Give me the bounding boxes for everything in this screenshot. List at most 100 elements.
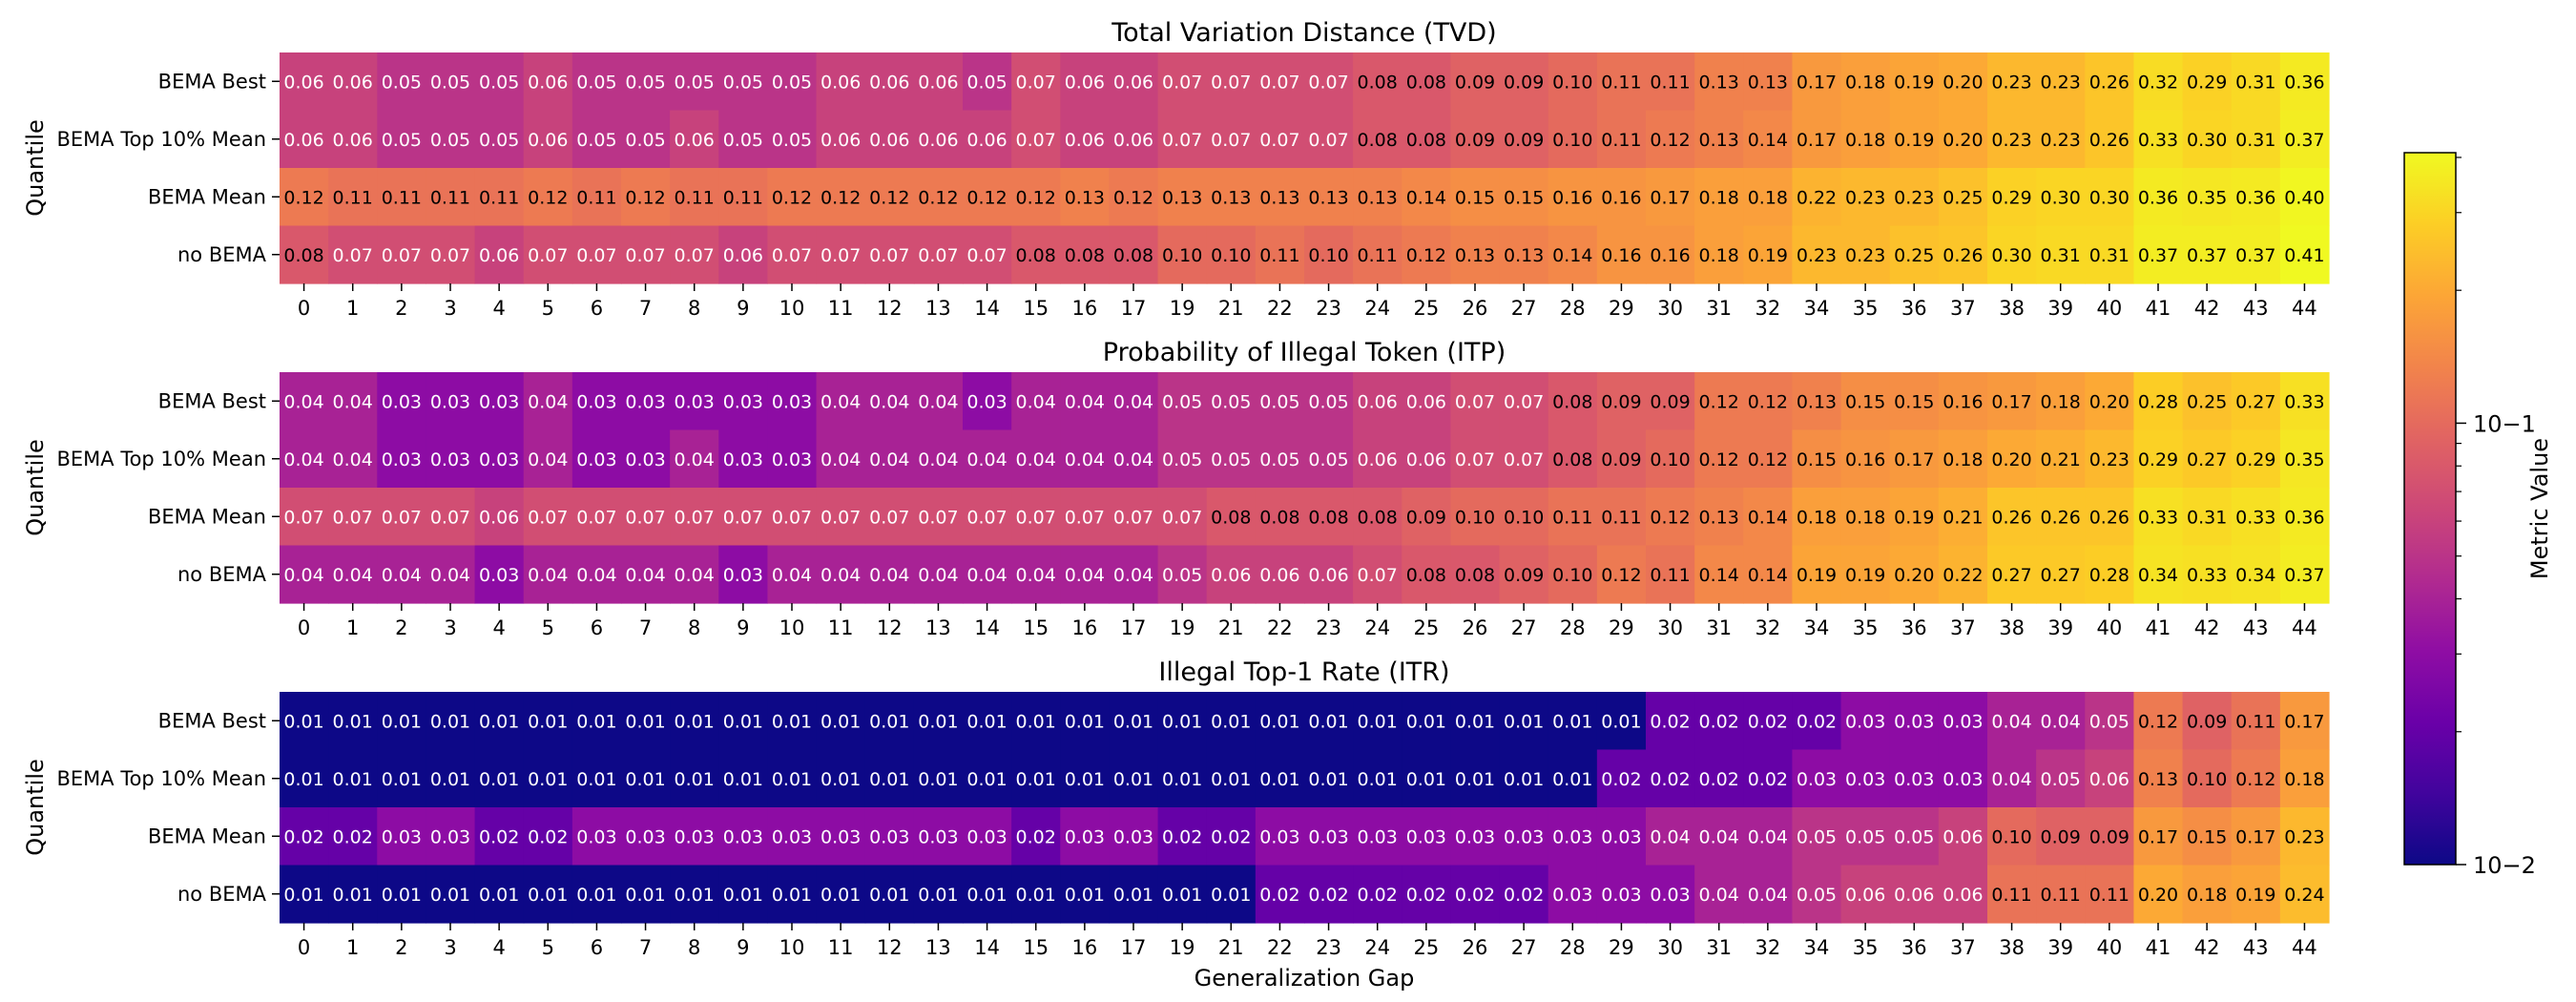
cell-value-label: 0.02 — [1650, 711, 1690, 732]
column-label: 16 — [1071, 616, 1097, 639]
cell-value-label: 0.08 — [1358, 130, 1398, 151]
cell-value-label: 0.30 — [2089, 187, 2129, 208]
cell-value-label: 0.12 — [869, 187, 909, 208]
column-label: 36 — [1901, 297, 1927, 320]
cell-value-label: 0.18 — [1699, 187, 1739, 208]
column-label: 24 — [1364, 616, 1390, 639]
cell-value-label: 0.07 — [1016, 72, 1056, 93]
heatmap-cell — [1499, 488, 1549, 547]
cell-value-label: 0.04 — [1748, 885, 1788, 906]
cell-value-label: 0.05 — [1259, 449, 1299, 470]
cell-value-label: 0.02 — [479, 826, 519, 847]
heatmap-cell — [1792, 488, 1842, 547]
heatmap-cell — [864, 545, 915, 604]
heatmap-cell — [1743, 429, 1794, 489]
heatmap-cell — [1694, 749, 1744, 808]
heatmap-cell — [1402, 372, 1452, 431]
heatmap-cell — [816, 168, 866, 227]
column-label: 1 — [346, 297, 359, 320]
x-axis-label: Generalization Gap — [1195, 965, 1415, 992]
cell-value-label: 0.03 — [479, 565, 519, 586]
heatmap-cell — [2279, 692, 2330, 751]
heatmap-cell — [377, 168, 427, 227]
column-label: 16 — [1071, 297, 1097, 320]
column-label: 41 — [2146, 616, 2171, 639]
cell-value-label: 0.20 — [2089, 391, 2129, 412]
cell-value-label: 0.03 — [382, 826, 422, 847]
row-label: BEMA Best — [158, 70, 266, 93]
column-label: 10 — [779, 616, 805, 639]
heatmap-cell — [2133, 110, 2184, 169]
cell-value-label: 0.11 — [2089, 885, 2129, 906]
cell-value-label: 0.07 — [430, 507, 470, 528]
column-label: 0 — [298, 936, 310, 959]
cell-value-label: 0.04 — [1113, 449, 1153, 470]
heatmap-cell — [1694, 692, 1744, 751]
cell-value-label: 0.36 — [2284, 507, 2324, 528]
heatmap-cell — [474, 807, 525, 866]
heatmap-cell — [328, 692, 378, 751]
heatmap-cell — [1694, 225, 1744, 284]
heatmap-cell — [523, 545, 573, 604]
heatmap-cell — [2182, 692, 2233, 751]
cell-value-label: 0.01 — [1406, 769, 1446, 790]
heatmap-cell — [1548, 807, 1598, 866]
heatmap-cell — [2085, 225, 2135, 284]
heatmap-cell — [2036, 749, 2086, 808]
cell-value-label: 0.09 — [1504, 130, 1544, 151]
cell-value-label: 0.07 — [723, 507, 763, 528]
heatmap-cell — [2279, 372, 2330, 431]
cell-value-label: 0.07 — [333, 507, 373, 528]
cell-value-label: 0.09 — [1601, 391, 1641, 412]
heatmap-cell — [2231, 807, 2281, 866]
cell-value-label: 0.07 — [333, 245, 373, 266]
cell-value-label: 0.01 — [1211, 885, 1251, 906]
heatmap-cell — [1206, 372, 1257, 431]
heatmap-cell — [1694, 168, 1744, 227]
cell-value-label: 0.10 — [1211, 245, 1251, 266]
cell-value-label: 0.07 — [772, 507, 812, 528]
cell-value-label: 0.01 — [430, 769, 470, 790]
cell-value-label: 0.18 — [2284, 769, 2324, 790]
heatmap-cell — [2085, 865, 2135, 924]
heatmap-cell — [1060, 110, 1111, 169]
cell-value-label: 0.03 — [1455, 826, 1495, 847]
cell-value-label: 0.07 — [1162, 507, 1202, 528]
cell-value-label: 0.18 — [1699, 245, 1739, 266]
heatmap-cell — [1987, 372, 2037, 431]
cell-value-label: 0.07 — [1308, 130, 1348, 151]
cell-value-label: 0.04 — [1748, 826, 1788, 847]
cell-value-label: 0.04 — [918, 565, 958, 586]
column-label: 4 — [492, 297, 505, 320]
cell-value-label: 0.11 — [1552, 507, 1592, 528]
cell-value-label: 0.08 — [1358, 507, 1398, 528]
column-label: 4 — [492, 936, 505, 959]
cell-value-label: 0.06 — [869, 72, 909, 93]
heatmap-cell — [1548, 52, 1598, 112]
heatmap-cell — [426, 168, 476, 227]
cell-value-label: 0.25 — [2187, 391, 2227, 412]
column-label: 11 — [828, 616, 854, 639]
cell-value-label: 0.06 — [333, 72, 373, 93]
heatmap-cell — [1596, 488, 1647, 547]
cell-value-label: 0.04 — [382, 565, 422, 586]
heatmap-cell — [670, 225, 719, 284]
heatmap-cell — [426, 807, 476, 866]
heatmap-cell — [2231, 168, 2281, 227]
heatmap-cell — [1596, 110, 1647, 169]
cell-value-label: 0.02 — [283, 826, 323, 847]
cell-value-label: 0.01 — [1113, 769, 1153, 790]
heatmap-cell — [1157, 110, 1208, 169]
cell-value-label: 0.09 — [2187, 711, 2227, 732]
cell-value-label: 0.01 — [1455, 711, 1495, 732]
cell-value-label: 0.01 — [966, 885, 1007, 906]
heatmap-cell — [864, 692, 915, 751]
cell-value-label: 0.06 — [479, 245, 519, 266]
cell-value-label: 0.04 — [333, 449, 373, 470]
heatmap-cell — [571, 865, 622, 924]
heatmap-cell — [1011, 865, 1061, 924]
cell-value-label: 0.26 — [2089, 72, 2129, 93]
column-label: 29 — [1609, 936, 1634, 959]
heatmap-cell — [1157, 807, 1208, 866]
column-label: 40 — [2096, 936, 2122, 959]
